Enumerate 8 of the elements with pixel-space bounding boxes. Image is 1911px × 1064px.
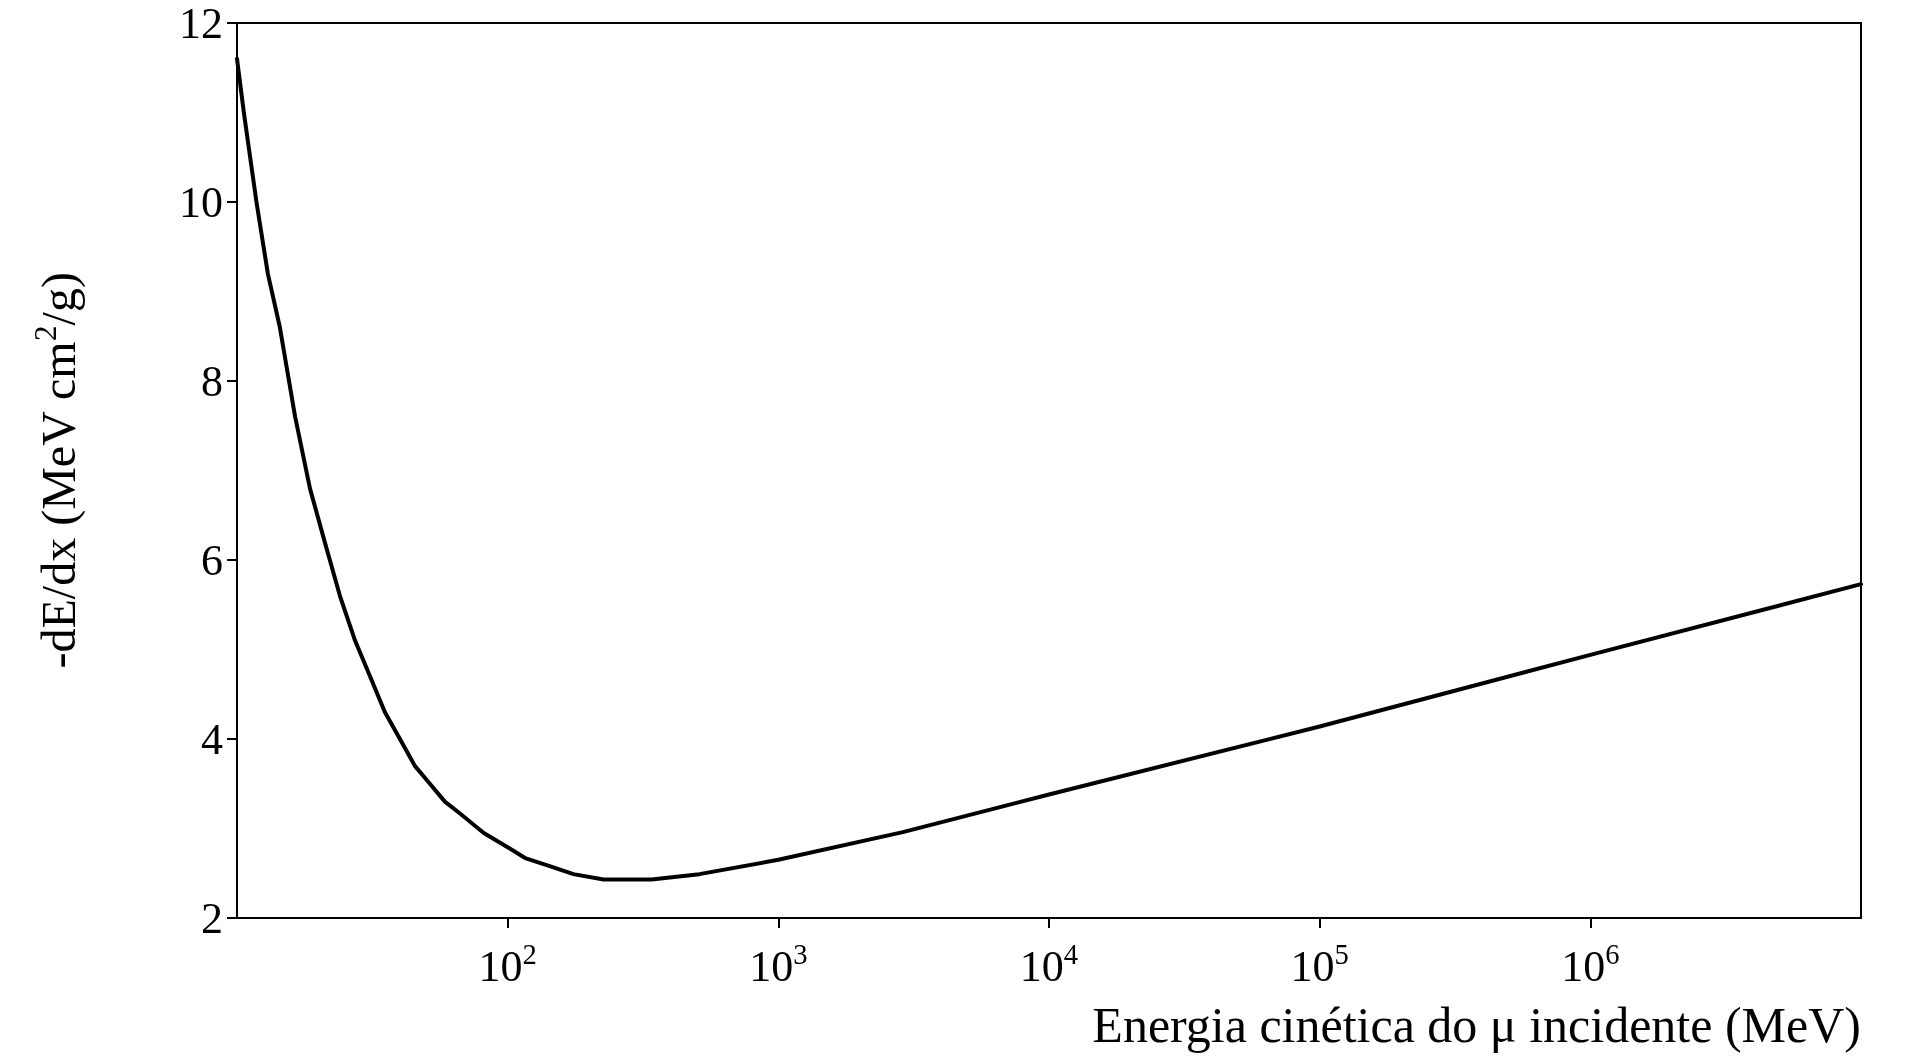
y-axis-title: -dE/dx (MeV cm2/g) bbox=[27, 272, 86, 669]
y-tick-label: 2 bbox=[201, 893, 223, 943]
y-tick-label: 8 bbox=[201, 356, 223, 406]
y-tick-label: 6 bbox=[201, 535, 223, 585]
x-axis-title: Energia cinética do μ incidente (MeV) bbox=[1092, 997, 1861, 1053]
y-tick-label: 4 bbox=[201, 714, 223, 764]
y-tick-label: 12 bbox=[179, 0, 223, 48]
y-tick-label: 10 bbox=[179, 177, 223, 227]
